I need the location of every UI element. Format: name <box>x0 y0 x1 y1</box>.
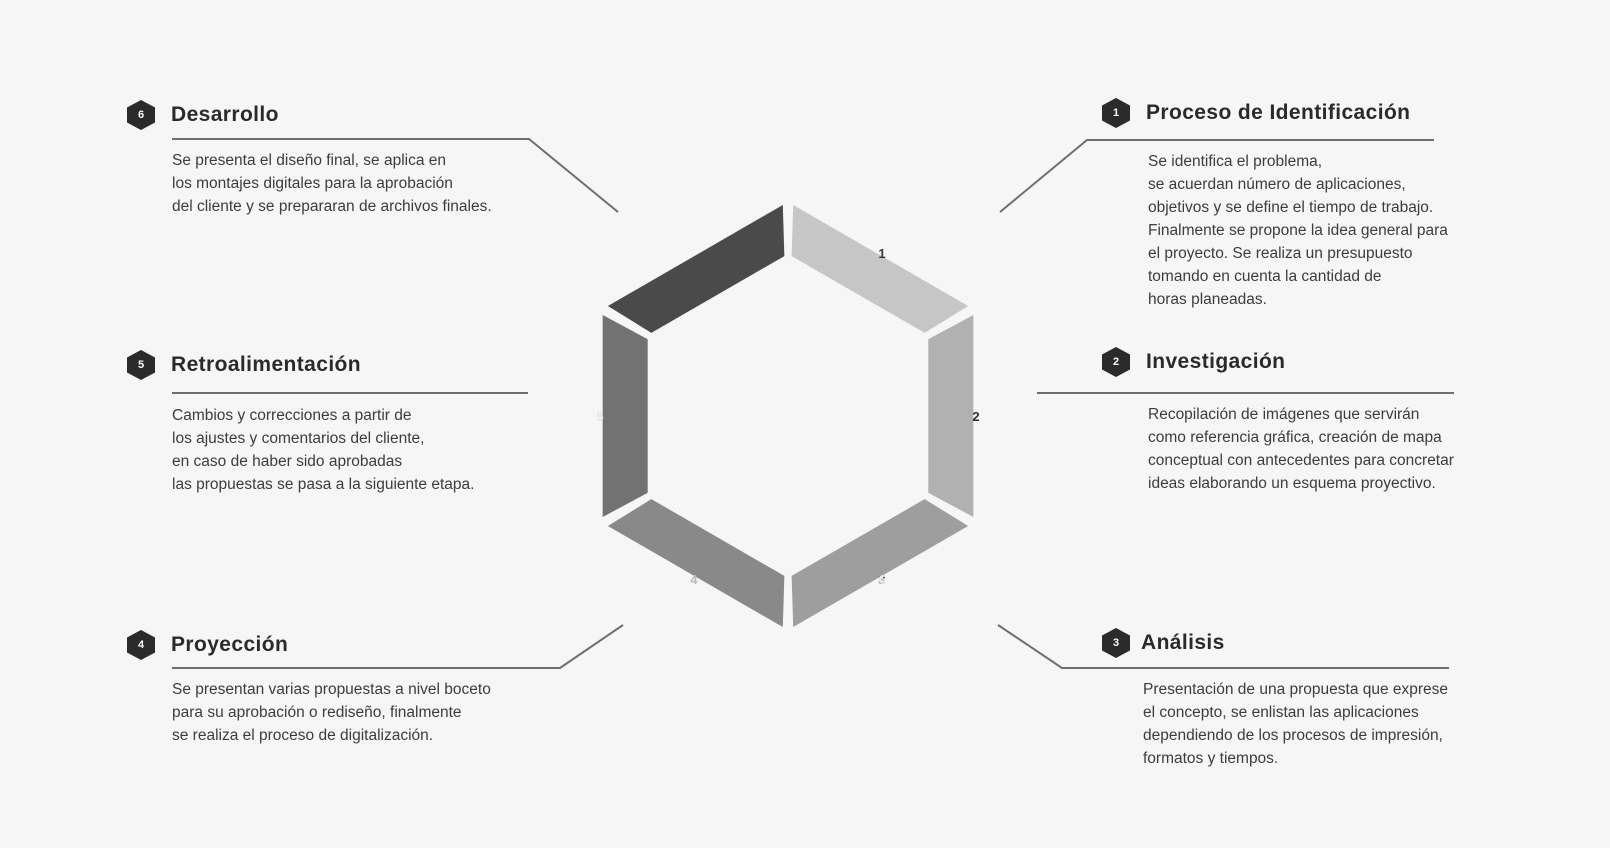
step-4-line: para su aprobación o rediseño, finalment… <box>172 704 462 721</box>
step-2-line: como referencia gráfica, creación de map… <box>1148 429 1442 446</box>
step-1-number: 1 <box>1112 107 1120 119</box>
step-6-description: Se presenta el diseño final, se aplica e… <box>172 149 492 218</box>
step-2-line: ideas elaborando un esquema proyectivo. <box>1148 475 1436 492</box>
step-2-number: 2 <box>1112 356 1120 368</box>
hexagon-segment-label-6: 6 <box>878 572 885 587</box>
connector-step-3 <box>997 624 1449 669</box>
step-1-line: el proyecto. Se realiza un presupuesto <box>1148 245 1413 262</box>
step-5-title: Retroalimentación <box>171 353 362 376</box>
hexagon-badge-icon <box>127 630 155 660</box>
hexagon-segment-2 <box>928 315 974 517</box>
step-3-line: Presentación de una propuesta que expres… <box>1143 681 1449 698</box>
step-1-line: tomando en cuenta la cantidad de <box>1148 268 1382 285</box>
step-3-description: Presentación de una propuesta que expres… <box>1143 678 1448 770</box>
connector-step-1 <box>999 139 1434 213</box>
step-2-description: Recopilación de imágenes que servirán co… <box>1148 403 1454 495</box>
step-6-header: 6 Desarrollo <box>127 100 279 130</box>
connector-step-6 <box>172 138 619 213</box>
step-1-line: Finalmente se propone la idea general pa… <box>1148 222 1448 239</box>
step-5-badge: 5 <box>127 350 155 380</box>
step-3-line: el concepto, se enlistan las aplicacione… <box>1143 704 1419 721</box>
step-1-line: se acuerdan número de aplicaciones, <box>1148 176 1406 193</box>
hexagon-segment-6 <box>607 205 785 333</box>
step-3-line: dependiendo de los procesos de impresión… <box>1143 727 1443 744</box>
step-5-number: 5 <box>137 359 145 371</box>
step-4-line: Se presentan varias propuestas a nivel b… <box>172 681 491 698</box>
hexagon-segment-label-3: 3 <box>878 572 885 587</box>
step-5-line: los ajustes y comentarios del cliente, <box>172 430 425 447</box>
hexagon-segment-3 <box>791 499 969 627</box>
step-5-description: Cambios y correcciones a partir de los a… <box>172 404 474 496</box>
step-4-title: Proyección <box>171 633 289 656</box>
step-1-title: Proceso de Identificación <box>1146 101 1411 124</box>
step-4-number: 4 <box>137 639 145 651</box>
step-3-badge: 3 <box>1102 628 1130 658</box>
step-3-header: 3 Análisis <box>1102 628 1225 658</box>
hexagon-segment-label-1: 1 <box>878 246 885 261</box>
hexagon-badge-icon <box>1102 628 1130 658</box>
step-1-description: Se identifica el problema, se acuerdan n… <box>1148 150 1448 311</box>
step-1-line: objetivos y se define el tiempo de traba… <box>1148 199 1434 216</box>
step-3-line: formatos y tiempos. <box>1143 750 1279 767</box>
hexagon-badge-icon <box>1102 98 1130 128</box>
step-2-badge: 2 <box>1102 347 1130 377</box>
hexagon-badge-icon <box>127 100 155 130</box>
step-4-description: Se presentan varias propuestas a nivel b… <box>172 678 491 747</box>
step-4-header: 4 Proyección <box>127 630 288 660</box>
hexagon-badge-icon <box>127 350 155 380</box>
step-2-title: Investigación <box>1146 350 1286 373</box>
step-3-number: 3 <box>1112 637 1120 649</box>
step-1-line: Se identifica el problema, <box>1148 153 1323 170</box>
step-5-line: en caso de haber sido aprobadas <box>172 453 403 470</box>
hexagon-segment-label-5: 5 <box>596 409 603 424</box>
step-1-line: horas planeadas. <box>1148 291 1267 308</box>
step-4-badge: 4 <box>127 630 155 660</box>
step-6-badge: 6 <box>127 100 155 130</box>
hexagon-segment-5 <box>602 315 648 517</box>
step-5-line: las propuestas se pasa a la siguiente et… <box>172 476 475 493</box>
hexagon-badge-icon <box>1102 347 1130 377</box>
step-4-line: se realiza el proceso de digitalización. <box>172 727 434 744</box>
hexagon-segment-4 <box>607 499 785 627</box>
step-5-line: Cambios y correcciones a partir de <box>172 407 412 424</box>
hexagon-segment-label-2: 2 <box>972 409 979 424</box>
step-6-line: del cliente y se prepararan de archivos … <box>172 198 492 215</box>
step-6-number: 6 <box>137 109 145 121</box>
step-1-badge: 1 <box>1102 98 1130 128</box>
hexagon-segment-label-4: 4 <box>690 572 698 587</box>
step-2-header: 2 Investigación <box>1102 347 1285 377</box>
connector-step-4 <box>172 624 624 669</box>
step-3-title: Análisis <box>1141 631 1225 654</box>
step-6-title: Desarrollo <box>171 103 279 126</box>
step-6-line: Se presenta el diseño final, se aplica e… <box>172 152 447 169</box>
step-1-header: 1 Proceso de Identificación <box>1102 98 1410 128</box>
hexagon-segment-1 <box>791 205 969 333</box>
step-2-line: conceptual con antecedentes para concret… <box>1148 452 1454 469</box>
step-2-line: Recopilación de imágenes que servirán <box>1148 406 1420 423</box>
step-5-header: 5 Retroalimentación <box>127 350 361 380</box>
step-6-line: los montajes digitales para la aprobació… <box>172 175 453 192</box>
